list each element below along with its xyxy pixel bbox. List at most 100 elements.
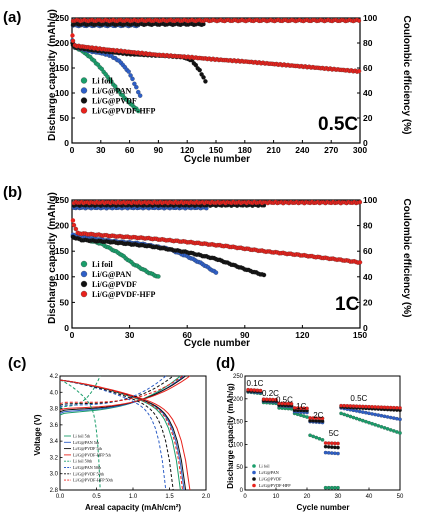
legend-label: Li/G@PAN — [92, 270, 132, 279]
panel-d-label: (d) — [216, 355, 235, 372]
rate-point — [370, 405, 374, 409]
y-tick-label: 4.0 — [50, 390, 59, 396]
rate-point — [385, 405, 390, 410]
rate-point — [326, 445, 331, 449]
discharge-curve-Li/G@PVDF-HFP 50th — [59, 379, 184, 491]
y-tick-label: 150 — [55, 63, 69, 73]
rate-point — [348, 414, 353, 419]
x-tick-label: 0.5 — [92, 494, 101, 500]
panel-b: (b) Discharge capacity (mAh/g) Coulombic… — [3, 184, 412, 349]
rate-point — [320, 416, 325, 421]
y-right-tick-label: 80 — [363, 221, 373, 231]
capacity-point — [201, 75, 206, 80]
capacity-point — [70, 33, 75, 38]
legend-label: Li/G@PVDF — [92, 97, 137, 106]
panel-a: (a) Discharge capacity (mAh/g) Coulombic… — [3, 9, 412, 165]
rate-point — [376, 423, 381, 428]
y-tick-label: 250 — [55, 13, 69, 23]
rate-point — [360, 410, 365, 414]
y-tick-label: 50 — [60, 297, 70, 307]
panel-a-rate-label: 0.5C — [318, 114, 358, 135]
legend-marker — [252, 470, 256, 475]
rate-point — [379, 413, 384, 418]
rate-point — [391, 416, 396, 420]
capacity-point — [213, 270, 219, 275]
rate-annotation: 0.5C — [276, 395, 293, 404]
panel-d-ylabel: Discharge capacity (mAh/g) — [226, 383, 235, 489]
panel-d-xlabel: Cycle number — [297, 503, 350, 512]
plot-frame — [71, 199, 361, 329]
rate-point — [391, 405, 396, 410]
legend-label: Li foil — [259, 464, 270, 469]
rate-point — [308, 433, 312, 438]
rate-point — [357, 409, 362, 414]
discharge-curve-Li/G@PVDF 50th — [59, 379, 174, 491]
x-tick-label: 20 — [304, 494, 311, 500]
plot-frame — [71, 17, 361, 144]
rate-point — [398, 417, 402, 422]
rate-point — [323, 441, 328, 445]
rate-point — [385, 427, 390, 431]
rate-point — [345, 413, 350, 418]
rate-point — [364, 419, 368, 424]
y-tick-label: 200 — [55, 221, 69, 231]
rate-point — [382, 405, 387, 410]
y-right-tick-label: 100 — [363, 195, 377, 205]
y-right-tick-label: 0 — [363, 323, 368, 333]
charge-curve-Li/G@PVDF-HFP 50th — [59, 375, 183, 405]
rate-annotation: 2C — [313, 411, 323, 420]
x-tick-label: 180 — [238, 145, 252, 155]
x-tick-label: 30 — [335, 494, 342, 500]
rate-point — [336, 445, 340, 450]
x-tick-label: 30 — [96, 145, 106, 155]
x-tick-label: 0 — [70, 145, 75, 155]
capacity-point — [193, 62, 199, 68]
rate-point — [367, 420, 371, 425]
x-tick-label: 90 — [240, 330, 250, 340]
rate-point — [354, 409, 359, 413]
rate-point — [305, 406, 309, 411]
y-right-tick-label: 20 — [363, 113, 373, 123]
rate-point — [336, 451, 340, 456]
y-tick-label: 250 — [233, 374, 244, 380]
legend-marker — [80, 260, 88, 268]
legend-label: Li/G@PAN 50th — [73, 465, 102, 470]
rate-annotation: 5C — [329, 429, 339, 438]
legend-marker — [252, 477, 256, 481]
rate-point — [326, 485, 331, 490]
y-tick-label: 50 — [60, 113, 70, 123]
rate-point — [289, 402, 294, 406]
legend-label: Li/G@PVDF-HFP — [92, 107, 156, 116]
capacity-point — [203, 79, 208, 84]
rate-point — [379, 405, 384, 410]
rate-point — [382, 426, 387, 430]
discharge-curve-Li foil 50th — [59, 379, 101, 491]
rate-point — [351, 404, 356, 408]
ce-point — [357, 200, 363, 205]
y-right-tick-label: 80 — [363, 38, 373, 48]
series-Li/G@PVDF-HFP — [70, 199, 363, 265]
rate-point — [320, 438, 325, 442]
rate-point — [367, 411, 371, 416]
x-tick-label: 300 — [353, 145, 367, 155]
rate-point — [364, 404, 368, 409]
capacity-point — [197, 67, 202, 73]
x-tick-label: 60 — [182, 330, 192, 340]
y-tick-label: 4.2 — [50, 374, 59, 380]
panel-b-xlabel: Cycle number — [184, 338, 250, 349]
y-tick-label: 3.8 — [50, 407, 59, 413]
rate-point — [379, 425, 384, 429]
x-tick-label: 150 — [209, 145, 223, 155]
y-tick-label: 100 — [55, 272, 69, 282]
rate-point — [317, 436, 322, 441]
y-tick-label: 0 — [64, 138, 69, 148]
y-tick-label: 3.2 — [50, 455, 59, 461]
rate-point — [348, 404, 353, 408]
rate-point — [373, 412, 378, 417]
capacity-point — [70, 234, 76, 240]
capacity-point — [132, 81, 137, 87]
panel-c-ylabel: Voltage (V) — [33, 414, 42, 456]
rate-point — [376, 413, 381, 417]
